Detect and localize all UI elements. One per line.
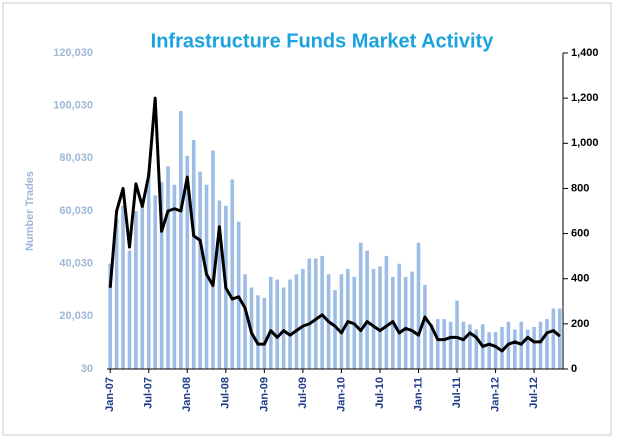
bar — [172, 184, 177, 369]
bar — [166, 166, 170, 369]
bar — [410, 271, 414, 369]
bar — [365, 250, 369, 369]
bar — [513, 329, 517, 369]
bar — [333, 290, 337, 369]
bar — [243, 274, 247, 369]
bar — [275, 279, 279, 369]
bar — [455, 300, 459, 369]
bar — [288, 279, 292, 369]
y-tick-label: 60,030 — [59, 205, 93, 217]
x-tick-label: Jan-12 — [489, 377, 501, 412]
y-axis-label: Number Trades — [24, 171, 36, 251]
bar — [371, 269, 376, 369]
bar — [557, 308, 562, 369]
line — [108, 96, 561, 353]
chart-title: Infrastructure Funds Market Activity — [151, 30, 495, 52]
y2-tick-label: 1,000 — [571, 137, 599, 149]
bar — [397, 263, 402, 369]
bar — [108, 263, 113, 369]
bar — [551, 308, 556, 369]
bar — [121, 205, 125, 369]
bar — [339, 274, 344, 369]
bar — [384, 255, 389, 369]
bar — [378, 266, 382, 369]
y-tick-label: 30 — [81, 363, 93, 375]
bar — [191, 139, 196, 369]
bar — [461, 321, 466, 369]
bar — [442, 319, 446, 369]
bar — [545, 319, 549, 369]
bar — [127, 250, 132, 369]
bar — [185, 155, 190, 369]
x-tick-label: Jul-11 — [451, 377, 463, 408]
bar — [474, 329, 479, 369]
bar — [159, 182, 164, 369]
y2-tick-label: 1,400 — [571, 47, 599, 59]
y2-tick-label: 400 — [571, 273, 589, 285]
bar — [146, 171, 151, 369]
chart-frame — [2, 2, 612, 436]
y2-tick-label: 600 — [571, 227, 589, 239]
bar — [268, 276, 273, 369]
x-tick-label: Jan-08 — [181, 377, 193, 412]
bar — [211, 150, 215, 369]
bar — [435, 319, 440, 369]
bar — [256, 295, 260, 369]
y-tick-label: 100,030 — [53, 100, 93, 112]
bar — [262, 297, 267, 369]
x-tick-label: Jan-10 — [335, 377, 347, 412]
x-tick-label: Jul-07 — [143, 377, 155, 409]
bar — [346, 269, 350, 369]
bar — [320, 255, 324, 369]
bar — [468, 324, 472, 369]
y2-tick-label: 800 — [571, 182, 589, 194]
bar — [358, 242, 363, 369]
bar — [281, 287, 286, 369]
x-tick-label: Jul-09 — [297, 377, 309, 409]
bar — [423, 284, 427, 369]
bar — [140, 197, 145, 369]
y-tick-label: 40,030 — [59, 258, 93, 270]
y-tick-label: 120,030 — [53, 47, 93, 59]
bar — [153, 195, 157, 369]
x-tick-label: Jul-10 — [374, 377, 386, 409]
bar — [134, 211, 138, 369]
bar — [198, 171, 202, 369]
bar — [403, 276, 408, 369]
bar — [416, 242, 421, 369]
bar — [500, 326, 504, 369]
bar — [493, 332, 498, 369]
x-tick-label: Jan-09 — [258, 377, 270, 412]
y2-tick-label: 0 — [571, 363, 577, 375]
x-tick-label: Jul-08 — [220, 377, 232, 409]
bar — [487, 332, 491, 369]
bar — [114, 218, 119, 369]
y-tick-label: 20,030 — [59, 310, 93, 322]
bar — [313, 258, 318, 369]
y2-tick-label: 1,200 — [571, 92, 599, 104]
x-tick-label: Jan-11 — [412, 377, 424, 411]
bar — [538, 321, 543, 369]
bar — [301, 269, 305, 369]
y-tick-label: 80,030 — [59, 152, 93, 164]
bar — [448, 321, 453, 369]
bar — [307, 258, 312, 369]
x-tick-label: Jul-12 — [528, 377, 540, 409]
bar — [230, 179, 235, 369]
bar — [217, 200, 222, 369]
bar — [294, 274, 299, 369]
bar — [532, 326, 536, 369]
bar — [179, 111, 183, 370]
y2-tick-label: 200 — [571, 318, 589, 330]
bar — [429, 324, 434, 369]
x-tick-label: Jan-07 — [104, 377, 116, 412]
bar — [525, 329, 530, 369]
